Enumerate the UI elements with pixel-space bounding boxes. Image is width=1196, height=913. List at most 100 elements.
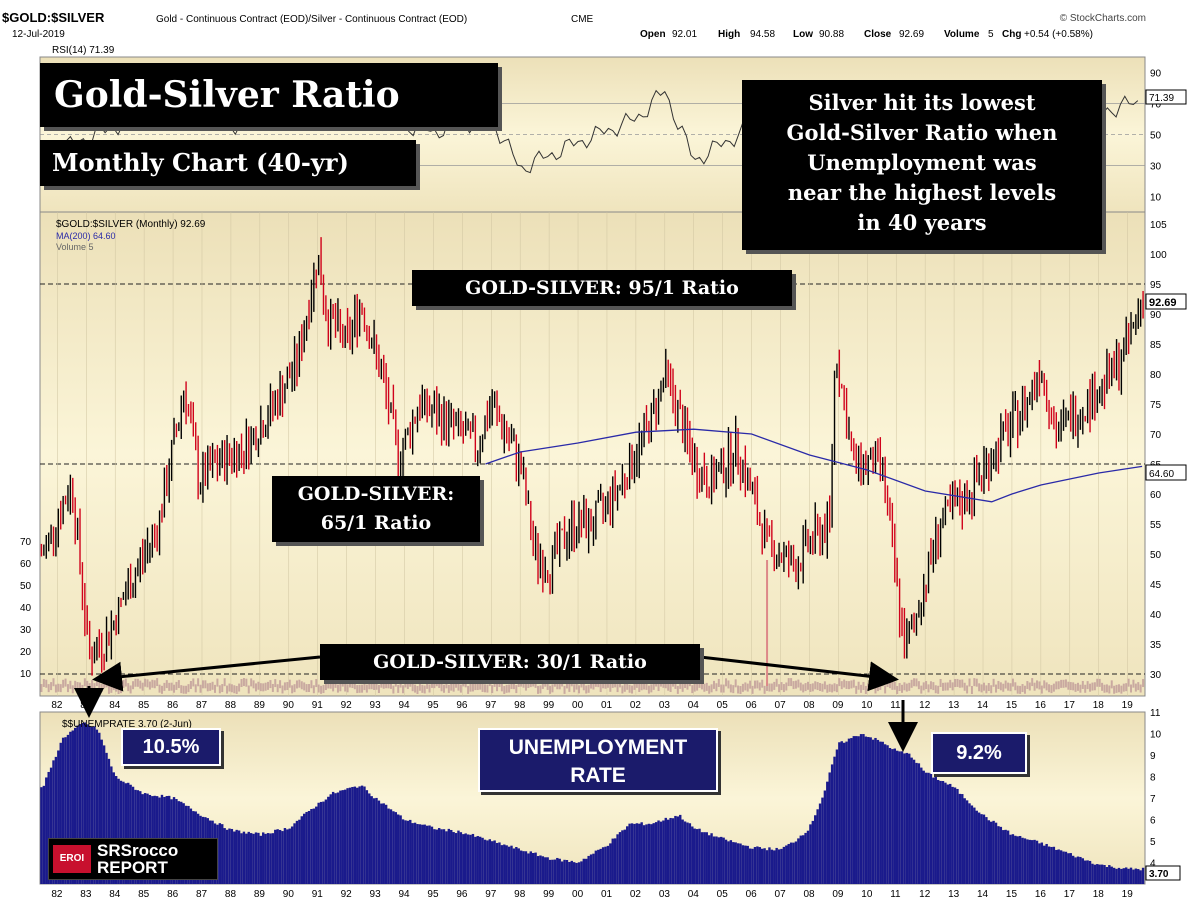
unemployment-bar (76, 725, 79, 884)
volume-bar (240, 679, 243, 688)
volume-bar (69, 680, 72, 689)
unemployment-x-tick: 10 (861, 889, 873, 900)
unemployment-bar (746, 845, 749, 884)
volume-bar (197, 678, 200, 687)
unemployment-bar (908, 753, 911, 884)
volume-bar (669, 684, 672, 693)
volume-bar (71, 685, 74, 694)
volume-bar (315, 679, 318, 688)
volume-bar (582, 682, 585, 691)
unemployment-bar (57, 750, 60, 884)
unemployment-bar (777, 849, 781, 884)
unemployment-axis-tick: 5 (1150, 837, 1156, 848)
price-axis-tick: 100 (1150, 250, 1167, 261)
price-x-tick: 99 (543, 700, 555, 711)
volume-bar (573, 684, 576, 693)
volume-bar (324, 682, 327, 691)
volume-bar (700, 681, 703, 690)
unemployment-bar (900, 751, 904, 884)
volume-bar (1127, 678, 1130, 687)
unemployment-bar (233, 831, 236, 884)
volume-bar (862, 681, 865, 690)
volume-bar (160, 685, 163, 694)
volume-bar (850, 680, 853, 689)
volume-bar (216, 678, 219, 687)
volume-bar (122, 679, 125, 688)
volume-bar (406, 681, 409, 690)
volume-bar (404, 679, 407, 688)
volume-bar (898, 683, 901, 692)
unemployment-bar (462, 834, 465, 884)
volume-bar (587, 684, 590, 693)
unemployment-bar (869, 737, 872, 884)
unemployment-bar (40, 787, 43, 884)
unemployment-x-tick: 95 (427, 889, 439, 900)
unemployment-bar (134, 789, 137, 884)
unemployment-bar (235, 829, 238, 884)
volume-bar (884, 685, 887, 694)
unemployment-bar (474, 836, 477, 884)
unemployment-bar (360, 785, 364, 884)
rsi-axis-tick: 90 (1150, 69, 1162, 80)
volume-bar (529, 679, 532, 688)
unemployment-x-tick: 99 (543, 889, 555, 900)
volume-bar (770, 683, 773, 692)
unemployment-last-tag: 3.70 (1149, 869, 1169, 880)
unemployment-bar (102, 745, 106, 884)
note-line: near the highest levels (787, 180, 1057, 205)
volume-bar (891, 681, 894, 690)
volume-bar (1096, 678, 1099, 687)
unemployment-bar (753, 847, 757, 884)
volume-bar (365, 684, 368, 693)
unemployment-bar (278, 829, 282, 884)
volume-bar (703, 683, 706, 692)
svg-text:Chg: Chg (1002, 29, 1021, 40)
volume-bar (932, 682, 935, 691)
unemployment-bar (433, 829, 436, 884)
unemployment-bar (510, 845, 513, 884)
volume-bar (115, 683, 118, 692)
unemployment-bar (864, 736, 868, 884)
volume-bar (590, 680, 593, 689)
unemployment-axis-tick: 11 (1150, 708, 1161, 719)
volume-bar (1064, 679, 1067, 688)
volume-bar (835, 684, 838, 693)
unemployment-bar (457, 830, 460, 884)
volume-bar (163, 682, 166, 691)
volume-bar (471, 683, 474, 692)
unemployment-bar (221, 824, 224, 884)
volume-bar (136, 678, 139, 687)
volume-bar (768, 683, 771, 692)
volume-bar (132, 681, 135, 690)
volume-bar (443, 684, 446, 693)
volume-bar (838, 678, 841, 687)
volume-bar (631, 685, 634, 694)
volume-bar (1004, 680, 1007, 689)
volume-bar (462, 678, 465, 687)
unemployment-bar (852, 736, 856, 884)
price-x-tick: 98 (514, 700, 526, 711)
unemployment-bar (295, 820, 299, 884)
unemployment-bar (929, 773, 933, 884)
subtitle-callout: Monthly Chart (40-yr) (40, 140, 416, 186)
unemployment-bar (392, 811, 395, 884)
volume-bar (211, 681, 214, 690)
volume-bar (992, 678, 995, 687)
volume-bar (293, 684, 296, 693)
unemployment-bar (476, 836, 479, 884)
unemployment-bar (131, 786, 135, 884)
unemployment-bar (286, 829, 289, 884)
unemployment-bar (881, 741, 884, 884)
volume-bar (710, 684, 713, 693)
unemployment-bar (910, 757, 913, 884)
unemployment-bar (756, 846, 759, 884)
volume-bar (247, 685, 250, 694)
volume-bar (457, 682, 460, 691)
unemployment-bar (532, 853, 535, 884)
volume-bar (893, 681, 896, 690)
volume-bar (363, 682, 366, 691)
volume-bar (336, 684, 339, 693)
unemployment-bar (1096, 864, 1099, 884)
unemployment-bar (47, 771, 50, 884)
unemployment-bar (1038, 843, 1041, 884)
